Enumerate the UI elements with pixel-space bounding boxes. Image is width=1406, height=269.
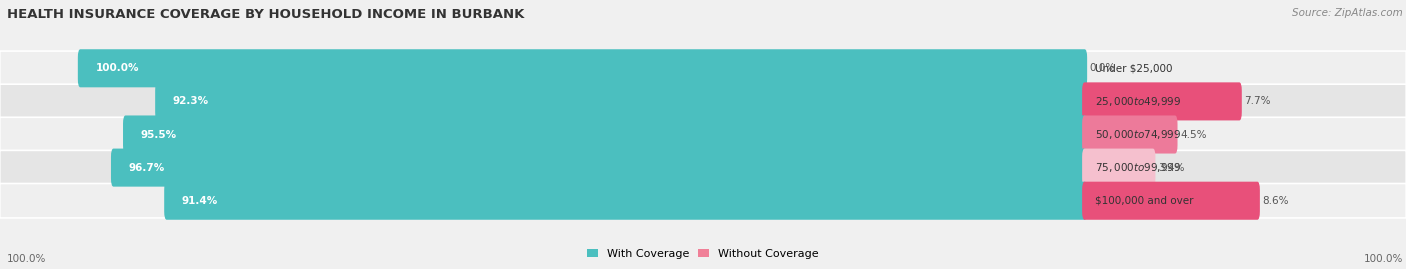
FancyBboxPatch shape <box>0 117 1406 152</box>
Text: 100.0%: 100.0% <box>1364 254 1403 264</box>
Text: Under $25,000: Under $25,000 <box>1095 63 1173 73</box>
FancyBboxPatch shape <box>124 115 1087 154</box>
Text: 100.0%: 100.0% <box>7 254 46 264</box>
FancyBboxPatch shape <box>0 183 1406 218</box>
Text: $25,000 to $49,999: $25,000 to $49,999 <box>1095 95 1181 108</box>
Text: 3.4%: 3.4% <box>1159 162 1184 173</box>
FancyBboxPatch shape <box>165 182 1087 220</box>
Text: 95.5%: 95.5% <box>141 129 177 140</box>
FancyBboxPatch shape <box>77 49 1087 87</box>
FancyBboxPatch shape <box>1083 182 1260 220</box>
Text: 100.0%: 100.0% <box>96 63 139 73</box>
Text: 0.0%: 0.0% <box>1090 63 1116 73</box>
Text: 8.6%: 8.6% <box>1263 196 1289 206</box>
Text: HEALTH INSURANCE COVERAGE BY HOUSEHOLD INCOME IN BURBANK: HEALTH INSURANCE COVERAGE BY HOUSEHOLD I… <box>7 8 524 21</box>
Text: 91.4%: 91.4% <box>181 196 218 206</box>
FancyBboxPatch shape <box>1083 148 1156 187</box>
FancyBboxPatch shape <box>1083 82 1241 121</box>
Text: 92.3%: 92.3% <box>173 96 209 107</box>
Text: $75,000 to $99,999: $75,000 to $99,999 <box>1095 161 1181 174</box>
Text: 7.7%: 7.7% <box>1244 96 1271 107</box>
FancyBboxPatch shape <box>0 84 1406 119</box>
FancyBboxPatch shape <box>155 82 1087 121</box>
Text: 4.5%: 4.5% <box>1180 129 1206 140</box>
Legend: With Coverage, Without Coverage: With Coverage, Without Coverage <box>582 245 824 263</box>
FancyBboxPatch shape <box>0 51 1406 86</box>
Text: Source: ZipAtlas.com: Source: ZipAtlas.com <box>1292 8 1403 18</box>
Text: 96.7%: 96.7% <box>128 162 165 173</box>
FancyBboxPatch shape <box>111 148 1087 187</box>
FancyBboxPatch shape <box>1083 115 1177 154</box>
Text: $50,000 to $74,999: $50,000 to $74,999 <box>1095 128 1181 141</box>
Text: $100,000 and over: $100,000 and over <box>1095 196 1194 206</box>
FancyBboxPatch shape <box>0 150 1406 185</box>
